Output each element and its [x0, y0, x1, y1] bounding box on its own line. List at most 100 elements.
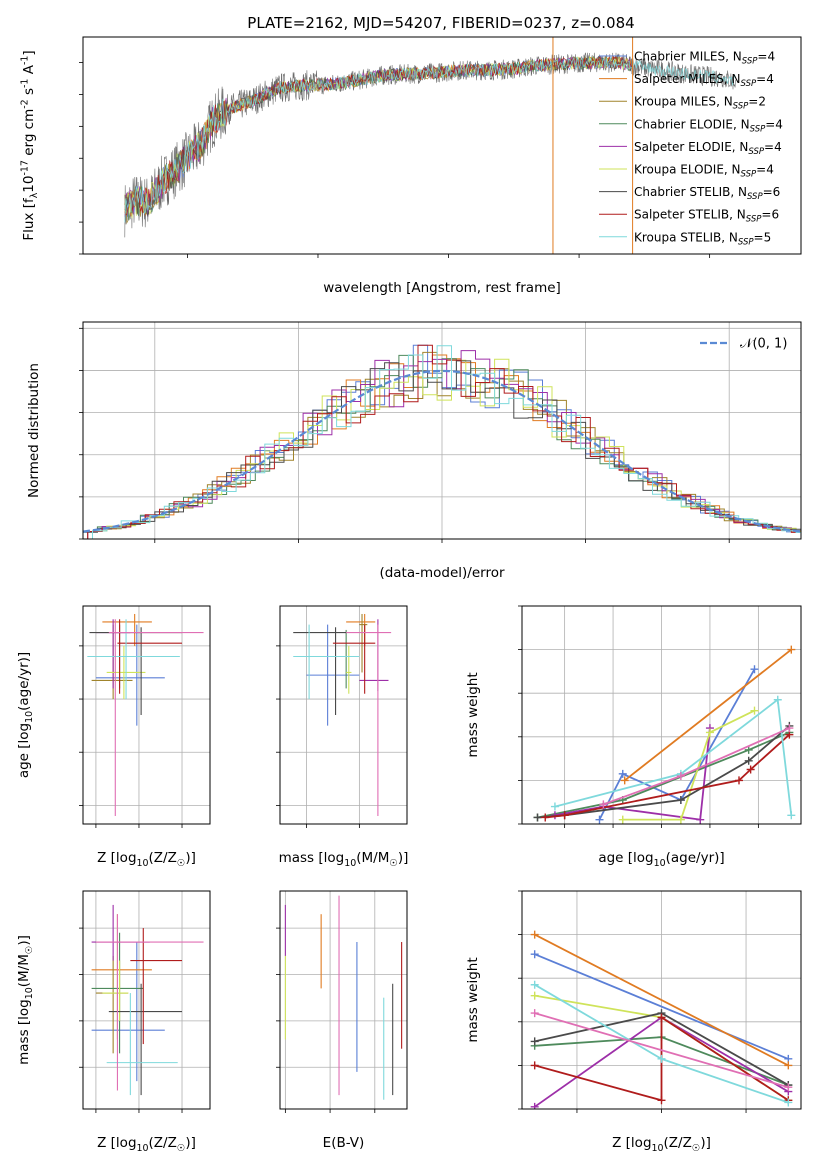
mass-weight-line [554, 728, 711, 821]
grid [280, 606, 407, 824]
mass-weight-line [624, 648, 792, 782]
x-axis-label: (data-model)/error [379, 565, 505, 581]
legend-nssp: 5 [764, 230, 772, 244]
x-axis-label: Z [log10(Z/Z☉)] [612, 1135, 711, 1154]
mass-weight-line [537, 731, 790, 819]
legend-nssp: 6 [773, 185, 781, 199]
histogram-legend: 𝒩(0, 1) [700, 337, 787, 352]
mass-weight-marker [530, 1102, 539, 1109]
grid [83, 606, 210, 824]
legend-model-name: Chabrier STELIB [634, 185, 730, 199]
legend-model-name: Kroupa MILES [634, 95, 716, 109]
x-axis-label: Z [log10(Z/Z☉)] [97, 850, 196, 869]
legend-entry: Kroupa STELIB, NSSP=5 [634, 230, 771, 247]
mass-weight-marker [599, 800, 608, 809]
mass-weight-marker [750, 706, 759, 715]
legend-model-name: Chabrier ELODIE [634, 117, 733, 131]
mass-weight-marker [744, 745, 753, 754]
mass-weight-line [537, 725, 790, 819]
plot-area [293, 613, 392, 817]
axes-mass-Z: Z [log10(Z/Z☉)] mass [log10(M/M☉)] [16, 890, 211, 1154]
legend-model-name: Kroupa STELIB [634, 230, 721, 244]
legend-entry: Salpeter MILES, NSSP=4 [634, 72, 774, 89]
x-axis-label: wavelength [Angstrom, rest frame] [323, 280, 561, 296]
mass-weight-marker [744, 756, 753, 765]
mass-weight-marker [784, 1083, 793, 1092]
axes-age-mass: mass [log10(M/M☉)] [276, 605, 409, 869]
legend-model-name: Salpeter MILES [634, 72, 724, 86]
mass-weight-marker [657, 1054, 666, 1063]
legend-model-name: Kroupa ELODIE [634, 163, 724, 177]
plot-area [284, 895, 403, 1100]
legend-entry: Kroupa MILES, NSSP=2 [634, 95, 766, 112]
axes-weight-Z: Z [log10(Z/Z☉)] mass weight [465, 890, 802, 1154]
mass-weight-marker [657, 1096, 666, 1105]
model-spectrum-line [124, 55, 632, 217]
mass-weight-line [534, 933, 789, 1067]
axes-frame [279, 890, 408, 1110]
mass-weight-marker [696, 815, 705, 824]
legend-entry: 𝒩(0, 1) [740, 337, 787, 352]
mass-weight-marker [784, 1098, 793, 1107]
legend-entry: Chabrier STELIB, NSSP=6 [634, 185, 780, 202]
plot-area [83, 344, 801, 539]
mass-weight-marker [530, 950, 539, 959]
grid [280, 891, 407, 1109]
mass-weight-marker [618, 815, 627, 824]
mass-weight-marker [533, 813, 542, 822]
legend-nssp: 4 [767, 50, 775, 64]
legend-entry: Chabrier MILES, NSSP=4 [634, 50, 775, 67]
y-axis-label: mass weight [465, 672, 481, 757]
mass-weight-marker [773, 695, 782, 704]
y-axis-label: age [log10(age/yr)] [16, 652, 35, 778]
mass-weight-marker [787, 645, 796, 654]
axes-frame [521, 890, 802, 1110]
mass-weight-marker [676, 796, 685, 805]
legend-model-name: Salpeter ELODIE [634, 140, 732, 154]
y-axis-label: mass weight [465, 957, 481, 1042]
legend-entry: Kroupa ELODIE, NSSP=4 [634, 163, 774, 180]
mass-weight-marker [735, 776, 743, 785]
mass-weight-marker [784, 1061, 793, 1070]
legend-nssp: 6 [771, 208, 779, 222]
x-axis-label: mass [log10(M/M☉)] [279, 850, 409, 869]
axes-frame [82, 36, 802, 255]
mass-weight-marker [530, 1061, 539, 1070]
plot-area [533, 645, 796, 824]
figure-title: PLATE=2162, MJD=54207, FIBERID=0237, z=0… [247, 14, 634, 32]
x-axis-label: Z [log10(Z/Z☉)] [97, 1135, 196, 1154]
plot-area [87, 613, 204, 817]
legend-nssp: 2 [758, 95, 766, 109]
mass-weight-marker [541, 813, 550, 822]
axes-mass-ebv: E(B-V) [276, 890, 408, 1151]
axes-weight-age: age [log10(age/yr)] mass weight [465, 605, 802, 869]
legend-model-name: Chabrier MILES [634, 50, 725, 64]
mass-weight-line [622, 709, 755, 821]
residual-histogram [83, 360, 801, 539]
model-spectrum-line [124, 56, 737, 223]
mass-weight-line [534, 1012, 789, 1089]
grid [83, 891, 210, 1109]
plot-layer: wavelength [Angstrom, rest frame] Flux [f… [16, 36, 802, 1154]
y-axis-label: mass [log10(M/M☉)] [16, 935, 35, 1065]
legend-entry: Salpeter STELIB, NSSP=6 [634, 208, 779, 225]
mass-weight-marker [676, 815, 685, 824]
mass-weight-marker [530, 930, 539, 939]
legend-model-name: Salpeter STELIB [634, 208, 729, 222]
mass-weight-line [554, 698, 793, 816]
mass-weight-marker [750, 665, 759, 674]
mass-weight-marker [560, 811, 569, 820]
axes-spectrum: wavelength [Angstrom, rest frame] Flux [f… [20, 36, 802, 296]
residual-histogram [87, 344, 801, 539]
y-axis-label: Flux [fλ10-17 erg cm-2 s-1 A-1] [20, 50, 40, 240]
legend-entry: Chabrier ELODIE, NSSP=4 [634, 117, 783, 134]
plot-area [91, 904, 204, 1096]
axes-residuals: (data-model)/error Normed distribution [26, 321, 802, 581]
mass-weight-marker [705, 728, 714, 737]
mass-weight-marker [676, 772, 685, 781]
mass-weight-marker [785, 724, 794, 733]
legend-nssp: 4 [775, 117, 783, 131]
mass-weight-marker [530, 991, 539, 1000]
mass-weight-line [534, 953, 789, 1060]
